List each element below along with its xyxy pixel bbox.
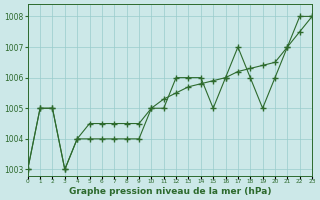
X-axis label: Graphe pression niveau de la mer (hPa): Graphe pression niveau de la mer (hPa) [69,187,271,196]
